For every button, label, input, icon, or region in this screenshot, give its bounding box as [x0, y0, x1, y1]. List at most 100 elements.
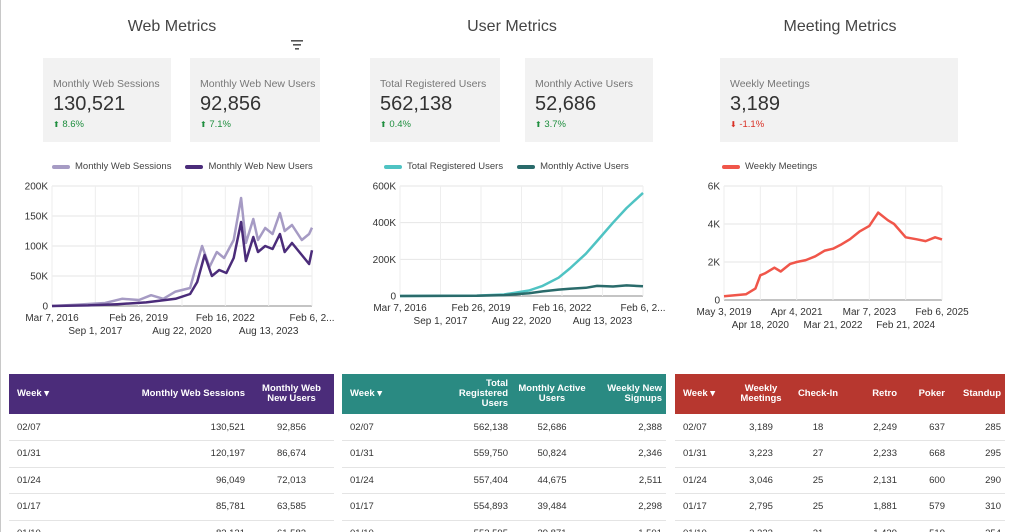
legend-label: Monthly Web New Users	[208, 161, 313, 172]
kpi-value: 52,686	[535, 93, 597, 115]
week-cell: 02/07	[9, 414, 129, 441]
value-cell: 557,404	[432, 467, 512, 494]
table-row[interactable]: 01/31 3,223 27 2,233 668 295	[675, 440, 1005, 468]
sort-descending-icon: ▾	[710, 388, 716, 400]
user-chart-legend: Total Registered Users Monthly Active Us…	[384, 161, 629, 172]
week-column-header[interactable]: Week ▾	[342, 374, 432, 414]
value-cell: 285	[949, 414, 1005, 441]
user-metrics-title: User Metrics	[467, 18, 557, 35]
table-row[interactable]: 01/24 3,046 25 2,131 600 290	[675, 467, 1005, 494]
meeting-chart-legend: Weekly Meetings	[722, 161, 817, 172]
table-row[interactable]: 02/07 130,521 92,856	[9, 414, 334, 441]
y-tick-label: 400K	[373, 218, 397, 229]
table-row[interactable]: 01/10552,59539,8711,501	[342, 520, 666, 532]
value-cell: 3,189	[733, 414, 789, 441]
legend-item[interactable]: Monthly Web Sessions	[52, 161, 171, 172]
y-tick-label: 200K	[373, 255, 397, 266]
value-cell: 44,675	[512, 467, 592, 494]
legend-label: Monthly Web Sessions	[75, 161, 172, 172]
x-tick-label: Aug 13, 2023	[573, 316, 633, 327]
web-metrics-table: Week ▾ Monthly Web Sessions Monthly Web …	[9, 374, 334, 532]
web-chart-legend: Monthly Web Sessions Monthly Web New Use…	[52, 161, 313, 172]
sort-descending-icon: ▾	[44, 388, 50, 400]
legend-item[interactable]: Weekly Meetings	[722, 161, 817, 172]
table-row[interactable]: 01/17 2,795 25 1,881 579 310	[675, 493, 1005, 521]
column-header[interactable]: Retro	[872, 388, 897, 400]
legend-item[interactable]: Total Registered Users	[384, 161, 503, 172]
value-cell: 72,013	[249, 467, 334, 494]
column-header[interactable]: Total Registered Users	[458, 378, 508, 409]
value-cell: 92,856	[249, 414, 334, 441]
y-tick-label: 2K	[708, 258, 721, 269]
legend-swatch	[384, 164, 402, 169]
week-cell: 02/07	[342, 414, 432, 441]
legend-item[interactable]: Monthly Active Users	[517, 161, 629, 172]
column-header[interactable]: Monthly Web New Users	[262, 383, 321, 404]
table-row[interactable]: 02/07 562,138 52,686 2,388	[342, 414, 666, 441]
series-line-1	[723, 211, 943, 298]
week-cell: 01/10	[342, 520, 432, 532]
trend-arrow-icon: ⬆	[53, 120, 60, 129]
table-row[interactable]: 01/17 85,781 63,585	[9, 493, 334, 521]
header-label: Week	[17, 388, 42, 400]
table-row[interactable]: 01/24 557,404 44,675 2,511	[342, 467, 666, 494]
value-cell: 25	[789, 467, 847, 494]
week-cell: 01/31	[675, 440, 733, 468]
x-tick-label: Mar 7, 2016	[25, 313, 79, 324]
value-cell: 120,197	[129, 440, 249, 468]
column-header[interactable]: Poker	[918, 388, 945, 400]
value-cell: 39,484	[512, 493, 592, 521]
meeting-metrics-title: Meeting Metrics	[783, 18, 897, 35]
kpi-label: Weekly Meetings	[730, 78, 810, 90]
user-metrics-line-chart: 0 200K 400K 600K Mar 7, 2016 Feb 26, 2019 Feb …	[373, 182, 666, 328]
column-header[interactable]: Check-In	[797, 388, 839, 400]
kpi-label: Total Registered Users	[380, 78, 487, 90]
kpi-web-new-users: Monthly Web New Users 92,856 ⬆ 7.1%	[190, 58, 320, 142]
week-column-header[interactable]: Week ▾	[675, 374, 733, 414]
y-tick-label: 50K	[30, 272, 48, 283]
legend-item[interactable]: Monthly Web New Users	[185, 161, 313, 172]
value-cell: 2,388	[592, 414, 666, 441]
table-row[interactable]: 01/24 96,049 72,013	[9, 467, 334, 494]
value-cell: 2,249	[847, 414, 901, 441]
table-row[interactable]: 01/17 554,893 39,484 2,298	[342, 493, 666, 521]
column-header[interactable]: Monthly Web Sessions	[141, 388, 245, 400]
week-cell: 01/24	[675, 467, 733, 494]
value-cell: 290	[949, 467, 1005, 494]
value-cell: 27	[789, 440, 847, 468]
week-cell: 01/17	[342, 493, 432, 521]
table-row[interactable]: 01/1083,12161,582	[9, 520, 334, 532]
kpi-value: 130,521	[53, 93, 126, 115]
table-row[interactable]: 01/31 559,750 50,824 2,346	[342, 440, 666, 468]
x-tick-label: Sep 1, 2017	[68, 326, 122, 337]
kpi-label: Monthly Web New Users	[200, 78, 316, 90]
column-header[interactable]: Monthly Active Users	[518, 383, 586, 404]
week-cell: 01/17	[9, 493, 129, 521]
week-cell: 02/07	[675, 414, 733, 441]
kpi-weekly-meetings: Weekly Meetings 3,189 ⬇ -1.1%	[720, 58, 958, 142]
x-tick-label: Aug 22, 2020	[492, 316, 552, 327]
kpi-change-value: 3.7%	[544, 119, 566, 130]
week-column-header[interactable]: Week ▾	[9, 374, 129, 414]
table-row[interactable]: 02/07 3,189 18 2,249 637 285	[675, 414, 1005, 441]
kpi-change-value: 7.1%	[209, 119, 231, 130]
x-tick-label: Mar 7, 2016	[373, 303, 427, 314]
column-header[interactable]: Weekly New Signups	[607, 383, 662, 404]
column-header[interactable]: Standup	[963, 388, 1001, 400]
web-metrics-title: Web Metrics	[127, 18, 217, 35]
kpi-total-registered: Total Registered Users 562,138 ⬆ 0.4%	[370, 58, 500, 142]
value-cell: 50,824	[512, 440, 592, 468]
table-row[interactable]: 01/102,223211,429519254	[675, 520, 1005, 532]
filter-icon[interactable]	[290, 38, 304, 52]
table-header-row: Week ▾ Total Registered Users Monthly Ac…	[342, 374, 666, 414]
x-tick-label: Sep 1, 2017	[414, 316, 468, 327]
y-tick-label: 200K	[25, 182, 49, 193]
value-cell: 310	[949, 493, 1005, 521]
column-header[interactable]: Weekly Meetings	[740, 383, 782, 404]
value-cell: 3,223	[733, 440, 789, 468]
value-cell: 83,121	[129, 520, 249, 532]
trend-arrow-icon: ⬆	[200, 120, 207, 129]
value-cell: 2,795	[733, 493, 789, 521]
x-tick-label: Apr 18, 2020	[732, 320, 790, 331]
table-row[interactable]: 01/31 120,197 86,674	[9, 440, 334, 468]
